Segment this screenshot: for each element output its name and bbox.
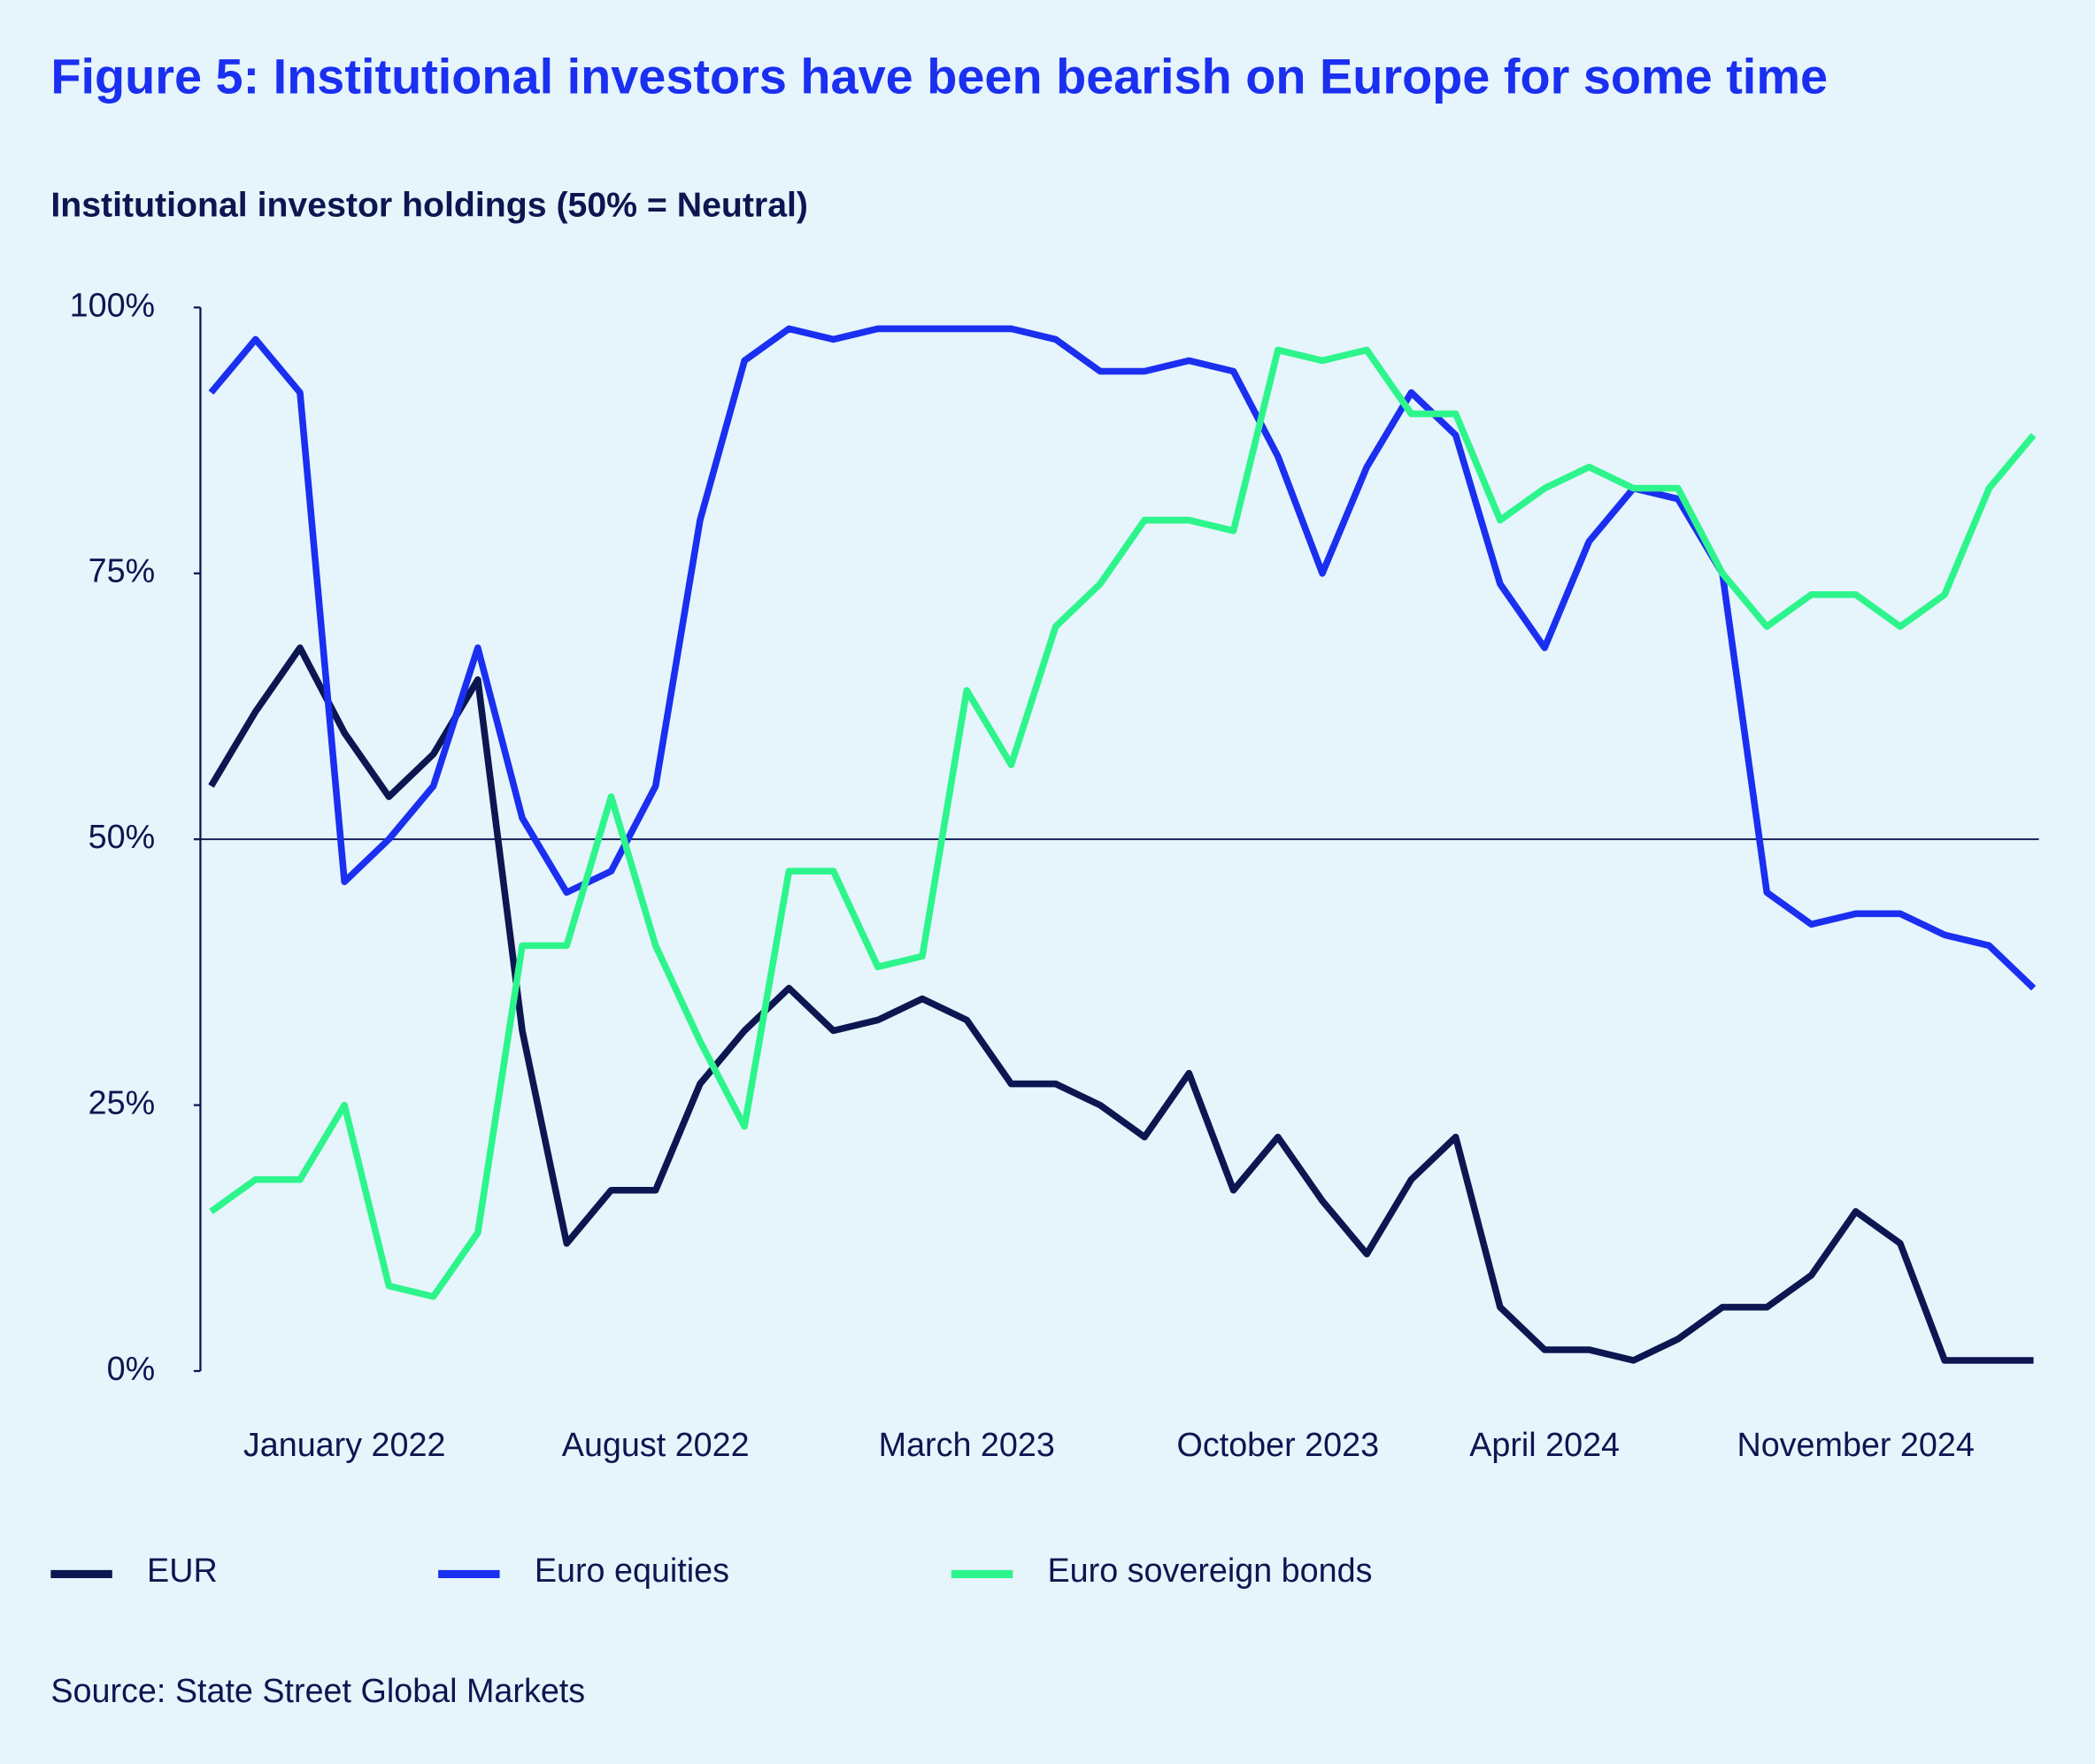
y-tick-label: 75%	[89, 552, 156, 589]
y-tick-label: 50%	[89, 818, 156, 855]
legend-label: Euro equities	[535, 1552, 729, 1589]
x-tick-label: April 2024	[1469, 1426, 1620, 1463]
source: Source: State Street Global Markets	[50, 1672, 585, 1709]
x-tick-label: March 2023	[879, 1426, 1055, 1463]
y-tick-label: 25%	[89, 1084, 156, 1121]
legend-label: EUR	[147, 1552, 218, 1589]
chart-subtitle: Institutional investor holdings (50% = N…	[50, 186, 808, 225]
x-tick-label: November 2024	[1737, 1426, 1974, 1463]
chart-title: Figure 5: Institutional investors have b…	[50, 49, 1828, 104]
series-line	[209, 346, 2037, 1300]
legend-label: Euro sovereign bonds	[1048, 1552, 1373, 1589]
y-tick-label: 100%	[70, 286, 155, 323]
series-line	[208, 325, 2037, 991]
x-tick-label: October 2023	[1177, 1426, 1380, 1463]
x-tick-label: August 2022	[562, 1426, 750, 1463]
y-tick-label: 0%	[107, 1350, 156, 1387]
x-tick-label: January 2022	[243, 1426, 446, 1463]
